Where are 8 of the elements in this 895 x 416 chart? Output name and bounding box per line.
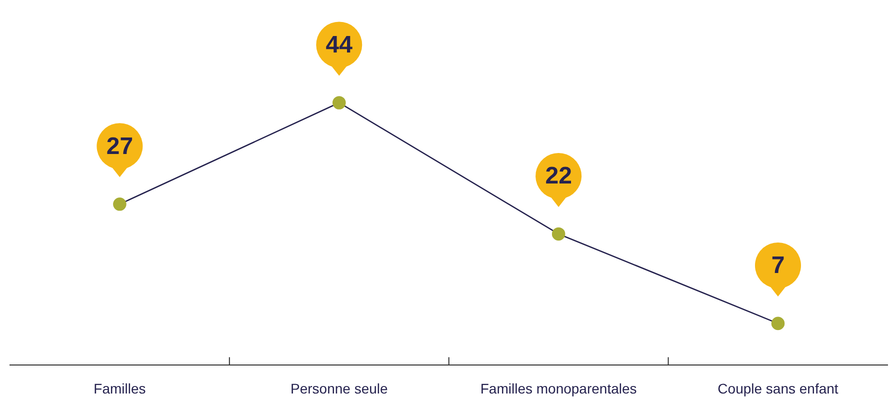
data-label: 27 [106,132,134,160]
data-label: 22 [545,162,572,190]
x-tick-label: Personne seule [290,380,388,396]
data-label: 7 [771,252,785,280]
x-tick-label: Familles [94,380,146,396]
data-label: 44 [326,31,354,58]
x-tick-label: Couple sans enfant [718,380,838,396]
x-tick-label: Familles monoparentales [480,380,637,396]
